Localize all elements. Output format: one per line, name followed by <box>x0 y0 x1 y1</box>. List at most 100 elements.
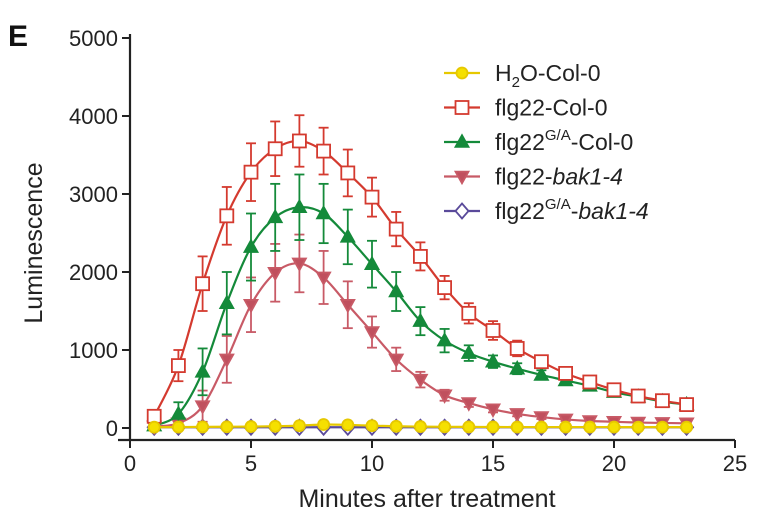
data-point <box>461 305 477 321</box>
x-axis-title: Minutes after treatment <box>298 485 555 513</box>
data-point <box>412 248 428 264</box>
data-point <box>412 373 429 389</box>
data-point <box>365 419 379 433</box>
data-point <box>196 420 210 434</box>
data-point <box>607 420 621 434</box>
data-point <box>291 257 308 273</box>
data-point <box>460 397 477 412</box>
legend-label: flg22-Col-0 <box>495 95 608 121</box>
legend-label: H2O-Col-0 <box>495 60 600 91</box>
series-flg22_col0 <box>146 114 694 424</box>
data-point <box>147 420 161 434</box>
data-point <box>485 323 501 338</box>
data-point <box>438 420 452 434</box>
data-point <box>630 388 646 404</box>
y-tick-label: 1000 <box>69 338 118 363</box>
legend: H2O-Col-0 flg22-Col-0 flg22G/A-Col-0 flg22-… <box>444 60 649 224</box>
data-point <box>341 418 355 432</box>
data-point <box>171 420 185 434</box>
data-point <box>655 420 669 434</box>
legend-label: flg22G/A-bak1-4 <box>495 196 649 224</box>
data-point <box>606 382 622 398</box>
y-tick-label: 3000 <box>69 182 118 207</box>
data-point <box>509 360 526 375</box>
data-point <box>509 408 526 423</box>
data-point <box>413 420 427 434</box>
data-point <box>559 420 573 434</box>
x-tick-label: 20 <box>602 451 626 476</box>
data-point <box>242 298 260 314</box>
legend-entry-flg22_col0: flg22-Col-0 <box>444 95 608 121</box>
data-point <box>339 228 356 243</box>
data-point <box>582 374 598 390</box>
data-point <box>484 353 502 368</box>
data-point <box>219 208 235 224</box>
series-layer <box>146 114 695 437</box>
data-point <box>462 420 476 434</box>
legend-label: flg22G/A-Col-0 <box>495 127 633 155</box>
data-point <box>218 294 235 309</box>
data-point <box>194 400 211 415</box>
data-point <box>436 331 453 347</box>
data-point <box>218 353 235 369</box>
data-point <box>242 238 260 253</box>
data-point <box>557 413 574 429</box>
data-point <box>364 189 380 205</box>
legend-marker <box>455 66 469 80</box>
data-point <box>680 420 694 434</box>
data-point <box>363 255 381 270</box>
data-point <box>267 208 284 224</box>
data-point <box>509 341 525 356</box>
data-point <box>388 353 405 369</box>
x-tick-label: 10 <box>360 451 384 476</box>
panel-label: E <box>8 20 28 53</box>
data-point <box>170 405 187 420</box>
data-point <box>340 165 356 181</box>
legend-marker <box>454 100 470 115</box>
data-point <box>291 133 307 149</box>
data-point <box>220 420 234 434</box>
data-point <box>460 344 477 359</box>
x-tick-label: 0 <box>124 451 136 476</box>
data-point <box>291 198 308 214</box>
data-point <box>436 389 453 404</box>
x-tick-label: 5 <box>245 451 257 476</box>
data-point <box>534 420 548 434</box>
data-point <box>412 312 429 327</box>
legend-marker <box>453 133 471 148</box>
data-point <box>315 204 332 220</box>
data-point <box>243 164 259 180</box>
data-point <box>388 221 404 237</box>
legend-marker <box>454 202 470 220</box>
data-point <box>316 143 332 159</box>
x-tick-label: 15 <box>481 451 505 476</box>
data-point <box>679 397 694 413</box>
data-point <box>195 276 211 292</box>
axes: 0 1000 2000 3000 4000 5000 0 5 10 15 20 25 <box>69 26 747 476</box>
data-point <box>244 420 258 434</box>
legend-entry-flg22_bak14: flg22-bak1-4 <box>444 164 623 190</box>
data-point <box>268 419 282 433</box>
data-point <box>583 420 597 434</box>
data-point <box>170 358 186 374</box>
data-point <box>388 282 405 298</box>
data-point <box>194 363 211 378</box>
y-tick-label: 5000 <box>69 26 118 51</box>
data-point <box>558 365 573 381</box>
data-point <box>486 420 500 434</box>
series-h2o <box>147 418 694 434</box>
y-tick-label: 0 <box>106 416 118 441</box>
data-point <box>267 267 284 282</box>
data-point <box>267 141 283 157</box>
data-point <box>315 271 332 287</box>
series-line-flg22_bak14 <box>154 262 687 428</box>
data-point <box>317 418 331 431</box>
x-tick-label: 25 <box>723 451 747 476</box>
y-tick-label: 4000 <box>69 104 118 129</box>
data-point <box>292 419 306 433</box>
data-point <box>631 420 645 434</box>
data-point <box>389 419 403 433</box>
data-point <box>339 298 356 314</box>
legend-marker <box>453 170 471 186</box>
